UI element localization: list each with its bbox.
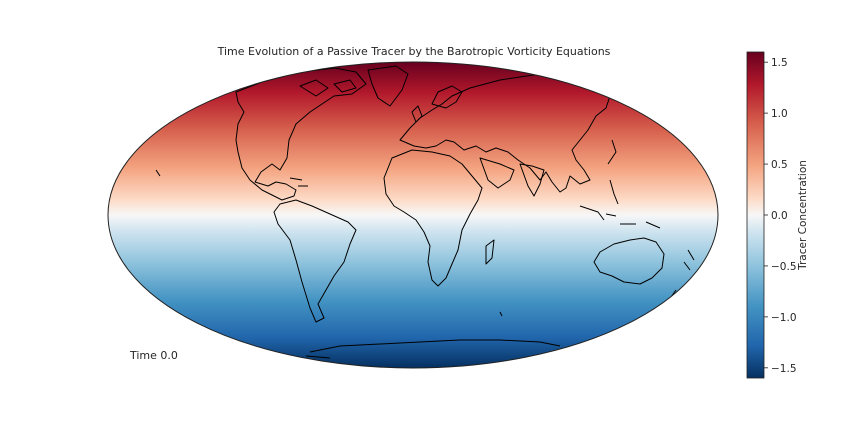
coastline-caribbean — [289, 177, 308, 187]
coastline-japan — [607, 139, 617, 165]
colorbar-tick-label: 0.0 — [771, 210, 788, 222]
tracer-field — [108, 62, 718, 368]
coastline-arabia — [479, 157, 515, 189]
coastline-north-america — [235, 67, 367, 201]
colorbar-tick-label: 1.0 — [771, 108, 788, 120]
coastline-eurasia — [399, 73, 611, 193]
coastlines — [155, 65, 695, 359]
coastline-scandinavia — [431, 85, 463, 109]
chart-title: Time Evolution of a Passive Tracer by th… — [217, 45, 611, 58]
colorbar: −1.5 −1.0 −0.5 0.0 0.5 1.0 1.5 Tracer Concentr… — [746, 51, 809, 379]
colorbar-label: Tracer Concentration — [797, 160, 809, 271]
coastline-greenland — [367, 65, 409, 107]
time-annotation: Time 0.0 — [129, 349, 178, 362]
colorbar-tick-label: −1.0 — [771, 312, 797, 324]
coastline-arctic-islands — [299, 79, 357, 97]
coastline-british-isles — [411, 105, 423, 123]
coastline-indonesia — [579, 205, 661, 229]
coastline-small-islands — [155, 169, 695, 317]
coastline-philippines — [609, 179, 619, 205]
colorbar-gradient — [746, 51, 765, 379]
map-boundary — [107, 61, 719, 369]
coastline-south-america — [273, 199, 357, 323]
coastline-india — [519, 163, 545, 197]
coastline-antarctica — [305, 339, 561, 359]
colorbar-tick-label: 0.5 — [771, 159, 788, 171]
colorbar-tick-label: 1.5 — [771, 57, 788, 69]
coastline-africa — [383, 149, 483, 287]
map-panel — [107, 61, 719, 369]
coastline-madagascar — [485, 239, 495, 265]
colorbar-tick-label: −1.5 — [771, 363, 797, 375]
colorbar-ticks: −1.5 −1.0 −0.5 0.0 0.5 1.0 1.5 — [764, 57, 797, 375]
coastline-australia — [593, 237, 665, 285]
colorbar-tick-label: −0.5 — [771, 261, 797, 273]
